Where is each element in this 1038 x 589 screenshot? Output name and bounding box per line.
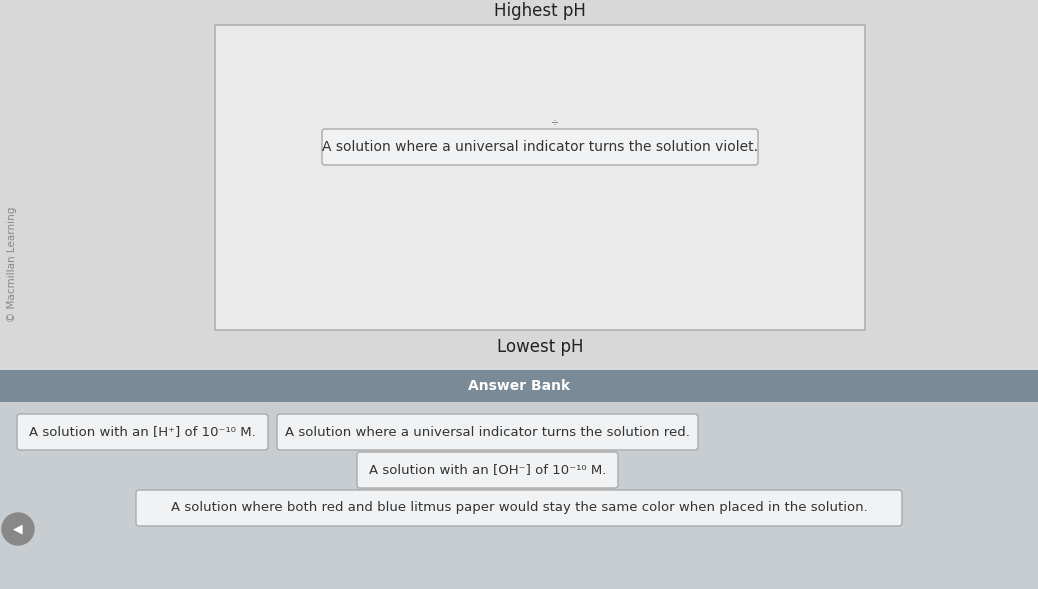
- FancyBboxPatch shape: [17, 414, 268, 450]
- FancyBboxPatch shape: [277, 414, 698, 450]
- Text: Highest pH: Highest pH: [494, 2, 585, 20]
- Text: Answer Bank: Answer Bank: [468, 379, 570, 393]
- Text: A solution where a universal indicator turns the solution red.: A solution where a universal indicator t…: [285, 425, 690, 438]
- FancyBboxPatch shape: [136, 490, 902, 526]
- Text: A solution where both red and blue litmus paper would stay the same color when p: A solution where both red and blue litmu…: [170, 501, 868, 515]
- Circle shape: [2, 513, 34, 545]
- Text: Lowest pH: Lowest pH: [497, 338, 583, 356]
- Text: A solution with an [OH⁻] of 10⁻¹⁰ M.: A solution with an [OH⁻] of 10⁻¹⁰ M.: [368, 464, 606, 477]
- FancyBboxPatch shape: [215, 25, 865, 330]
- FancyBboxPatch shape: [0, 370, 1038, 402]
- Text: A solution with an [H⁺] of 10⁻¹⁰ M.: A solution with an [H⁺] of 10⁻¹⁰ M.: [29, 425, 256, 438]
- FancyBboxPatch shape: [322, 129, 758, 165]
- FancyBboxPatch shape: [357, 452, 618, 488]
- Text: A solution where a universal indicator turns the solution violet.: A solution where a universal indicator t…: [322, 140, 758, 154]
- Text: ÷: ÷: [551, 117, 559, 127]
- Text: ◀: ◀: [13, 522, 23, 535]
- Text: © Macmillan Learning: © Macmillan Learning: [7, 207, 17, 322]
- FancyBboxPatch shape: [0, 402, 1038, 589]
